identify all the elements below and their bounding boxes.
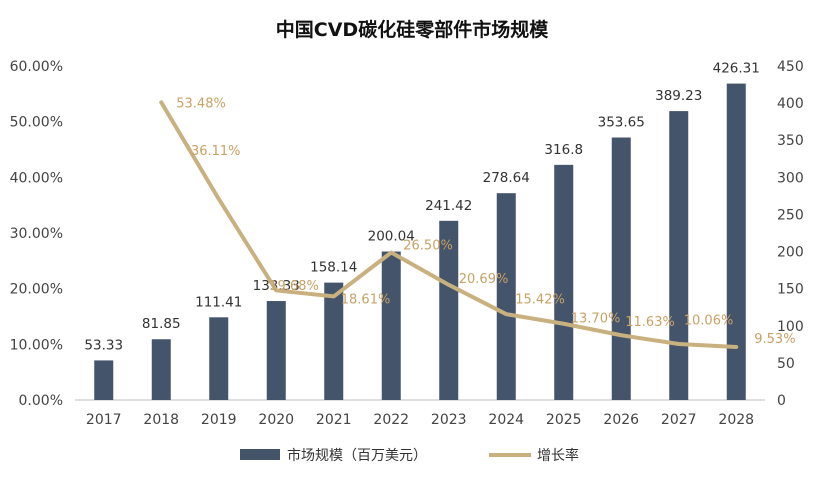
bar-data-label: 278.64 <box>483 170 530 186</box>
bar <box>266 301 286 400</box>
legend-label-market-size: 市场规模（百万美元） <box>287 447 427 464</box>
x-axis: 2017 2018 2019 2020 2021 2022 2023 2024 2025 2026… <box>86 412 754 428</box>
x-tick-label: 2026 <box>603 412 639 428</box>
growth-data-label: 36.11% <box>191 144 241 159</box>
growth-data-label: 26.50% <box>403 238 453 253</box>
y-right-axis: 0 50 100 150 200 250 300 350 400 450 <box>777 59 804 409</box>
bar-data-label: 389.23 <box>655 88 702 104</box>
bar <box>496 193 516 400</box>
x-tick-label: 2022 <box>373 412 409 428</box>
bar-data-label: 53.33 <box>84 337 123 353</box>
bar <box>94 360 114 400</box>
bar <box>611 137 631 400</box>
y-right-tick-label: 350 <box>777 133 804 149</box>
bar-data-label: 426.31 <box>713 61 760 77</box>
bar <box>381 251 401 400</box>
x-tick-label: 2025 <box>546 412 582 428</box>
x-tick-label: 2020 <box>258 412 294 428</box>
growth-data-label: 19.68% <box>269 279 319 294</box>
y-right-tick-label: 0 <box>777 393 786 409</box>
bar <box>439 220 459 400</box>
bar-data-label: 200.04 <box>368 229 415 245</box>
x-tick-label: 2023 <box>431 412 467 428</box>
y-right-tick-label: 450 <box>777 59 804 75</box>
x-tick-label: 2021 <box>316 412 352 428</box>
bar-data-labels: 53.3381.85111.41133.33158.14200.04241.42… <box>84 61 759 354</box>
x-tick-label: 2027 <box>661 412 697 428</box>
bar <box>151 339 171 400</box>
y-right-tick-label: 300 <box>777 170 804 186</box>
growth-data-label: 11.63% <box>625 315 675 330</box>
growth-data-label: 20.69% <box>459 272 509 287</box>
y-left-tick-label: 20.00% <box>10 282 63 298</box>
y-left-tick-label: 30.00% <box>10 226 63 242</box>
bar <box>209 317 229 400</box>
bar <box>324 282 344 400</box>
growth-data-label: 18.61% <box>341 292 391 307</box>
line-series <box>159 100 739 349</box>
bar-data-label: 241.42 <box>425 198 472 214</box>
growth-data-label: 13.70% <box>571 312 621 327</box>
y-right-tick-label: 150 <box>777 282 804 298</box>
line-data-labels: 53.48% 36.11% 19.68% 18.61% 26.50% 20.69% 15.4… <box>176 96 795 347</box>
bar-data-label: 158.14 <box>310 260 357 276</box>
y-left-tick-label: 50.00% <box>10 115 63 131</box>
bar <box>554 164 574 400</box>
bar-data-label: 111.41 <box>195 294 242 310</box>
growth-rate-line <box>159 100 739 349</box>
x-tick-label: 2019 <box>201 412 237 428</box>
y-right-tick-label: 250 <box>777 207 804 223</box>
bar-data-label: 353.65 <box>598 115 645 131</box>
y-left-tick-label: 40.00% <box>10 170 63 186</box>
legend-swatch-market-size <box>240 449 280 460</box>
growth-data-label: 10.06% <box>684 313 734 328</box>
bar <box>726 83 746 400</box>
x-tick-label: 2028 <box>718 412 754 428</box>
y-right-tick-label: 400 <box>777 96 804 112</box>
x-tick-label: 2018 <box>143 412 179 428</box>
legend-label-growth-rate: 增长率 <box>537 447 579 464</box>
y-right-tick-label: 200 <box>777 245 804 261</box>
y-left-axis: 0.00% 10.00% 20.00% 30.00% 40.00% 50.00% 60.00… <box>10 59 63 409</box>
chart-title: 中国CVD碳化硅零部件市场规模 <box>276 18 549 41</box>
y-right-tick-label: 50 <box>777 356 795 372</box>
bar <box>669 111 689 400</box>
growth-data-label: 15.42% <box>515 292 565 307</box>
legend: 市场规模（百万美元） 增长率 <box>240 447 579 464</box>
bar-data-label: 81.85 <box>142 316 181 332</box>
growth-data-label: 9.53% <box>754 332 795 347</box>
bar-series <box>94 83 746 400</box>
x-tick-label: 2024 <box>488 412 524 428</box>
y-right-tick-label: 100 <box>777 319 804 335</box>
y-left-tick-label: 10.00% <box>10 337 63 353</box>
bar-data-label: 316.8 <box>544 142 583 158</box>
x-tick-label: 2017 <box>86 412 122 428</box>
y-left-tick-label: 0.00% <box>19 393 63 409</box>
y-left-tick-label: 60.00% <box>10 59 63 75</box>
growth-data-label: 53.48% <box>176 96 226 111</box>
